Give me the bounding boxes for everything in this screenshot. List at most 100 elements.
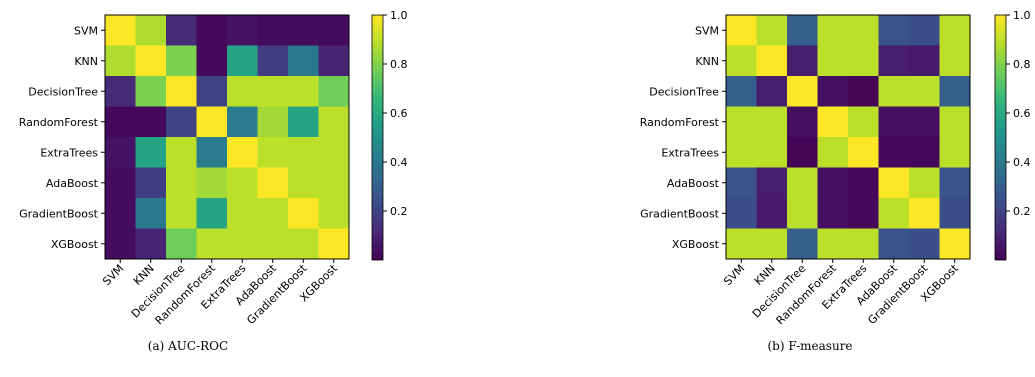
heatmap-cells [726,15,971,260]
heatmap-cell-3-5 [257,106,289,138]
y-tick-label: XGBoost [51,238,99,251]
heatmap-cell-3-0 [105,106,136,138]
y-tick-label: GradientBoost [640,207,720,220]
x-tick-label: KNN [752,262,778,288]
heatmap-cell-6-4 [227,198,258,229]
heatmap-cell-7-0 [105,228,136,260]
heatmap-cell-0-6 [909,15,940,46]
heatmap-cell-2-0 [105,76,136,107]
heatmap-cell-5-0 [726,167,757,199]
heatmap-cell-5-4 [227,167,258,199]
heatmap-cell-3-7 [318,106,350,138]
heatmap-cell-4-0 [105,137,136,168]
heatmap-cell-1-4 [227,45,258,77]
heatmap-cell-5-5 [257,167,289,199]
heatmap-cell-6-6 [288,198,319,229]
heatmap-cell-4-0 [726,137,757,168]
heatmap-cell-2-2 [787,76,818,107]
y-tick-label: ExtraTrees [661,146,719,159]
heatmap-cell-2-1 [135,76,167,107]
heatmap-cell-7-4 [848,228,879,260]
heatmap-cell-7-1 [756,228,788,260]
heatmap-cell-4-2 [787,137,818,168]
heatmap-cell-5-4 [848,167,879,199]
heatmap-cell-1-0 [726,45,757,77]
caption-auc-roc: (a) AUC-ROC [148,339,228,353]
heatmap-cell-4-4 [227,137,258,168]
heatmap-cell-2-0 [726,76,757,107]
y-tick-label: ExtraTrees [40,146,98,159]
y-tick-label: GradientBoost [19,207,99,220]
heatmap-cell-3-6 [288,106,319,138]
colorbar-tick-label: 0.4 [390,156,408,169]
y-tick-label: DecisionTree [649,85,719,98]
caption-f-measure: (b) F-measure [767,339,852,353]
heatmap-cell-6-7 [939,198,971,229]
heatmap-cell-5-1 [135,167,167,199]
colorbar-tick-label: 0.2 [390,205,408,218]
heatmap-cell-7-7 [939,228,971,260]
heatmap-row-labels: SVM KNN DecisionTree RandomForest ExtraTrees… [19,24,105,251]
heatmap-cell-2-1 [756,76,788,107]
heatmap-cell-2-5 [878,76,910,107]
heatmap-cell-0-2 [166,15,197,46]
heatmap-cell-5-1 [756,167,788,199]
heatmap-cell-6-2 [166,198,197,229]
heatmap-cell-5-5 [878,167,910,199]
heatmap-cell-2-3 [196,76,228,107]
heatmap-cell-0-6 [288,15,319,46]
heatmap-cell-0-2 [787,15,818,46]
heatmap-column-labels: SVM KNNDecisionTreeRandomForestExtraTrees… [721,259,961,327]
heatmap-cell-3-7 [939,106,971,138]
y-tick-label: DecisionTree [28,85,98,98]
heatmap-cell-1-1 [135,45,167,77]
x-tick-label: SVM [100,262,126,288]
heatmap-cell-6-6 [909,198,940,229]
heatmap-row-labels: SVM KNN DecisionTree RandomForest ExtraTrees… [640,24,726,251]
heatmap-cell-3-5 [878,106,910,138]
heatmap-cell-6-1 [135,198,167,229]
heatmap-cell-3-1 [756,106,788,138]
heatmap-cell-2-2 [166,76,197,107]
y-tick-label: KNN [74,55,98,68]
heatmap-cell-2-6 [909,76,940,107]
heatmap-cell-4-2 [166,137,197,168]
colorbar-tick-label: 0.8 [1013,58,1031,71]
heatmap-cell-7-7 [318,228,350,260]
colorbar-tick-label: 1.0 [1013,9,1031,22]
heatmap-cell-3-2 [787,106,818,138]
heatmap-panel-auc-roc: SVM KNN DecisionTree RandomForest ExtraTrees… [19,9,408,353]
heatmap-cell-7-5 [257,228,289,260]
heatmap-cell-7-2 [787,228,818,260]
heatmap-cell-4-6 [288,137,319,168]
heatmap-cell-1-3 [817,45,849,77]
y-tick-label: AdaBoost [667,177,720,190]
heatmap-cell-3-4 [227,106,258,138]
heatmap-cell-5-6 [288,167,319,199]
heatmap-cell-4-1 [135,137,167,168]
heatmap-cell-6-5 [878,198,910,229]
heatmap-cell-1-6 [288,45,319,77]
heatmap-cell-7-3 [196,228,228,260]
heatmap-cell-6-7 [318,198,350,229]
heatmap-column-labels: SVM KNNDecisionTreeRandomForestExtraTrees… [100,259,340,327]
colorbar-tick-label: 0.2 [1013,205,1031,218]
y-tick-label: RandomForest [19,116,99,129]
heatmap-cell-1-4 [848,45,879,77]
y-tick-label: KNN [695,55,719,68]
heatmap-cell-1-2 [166,45,197,77]
heatmap-cell-4-3 [196,137,228,168]
colorbar-gradient [371,14,384,261]
heatmap-cell-2-6 [288,76,319,107]
heatmap-cell-7-4 [227,228,258,260]
heatmap-cell-1-7 [939,45,971,77]
heatmap-cell-1-7 [318,45,350,77]
heatmap-cell-5-6 [909,167,940,199]
heatmap-cell-3-3 [817,106,849,138]
colorbar-tick-label: 0.6 [390,107,408,120]
heatmap-cell-4-1 [756,137,788,168]
heatmap-cell-0-0 [726,15,757,46]
heatmap-cell-4-4 [848,137,879,168]
heatmap-cell-7-2 [166,228,197,260]
